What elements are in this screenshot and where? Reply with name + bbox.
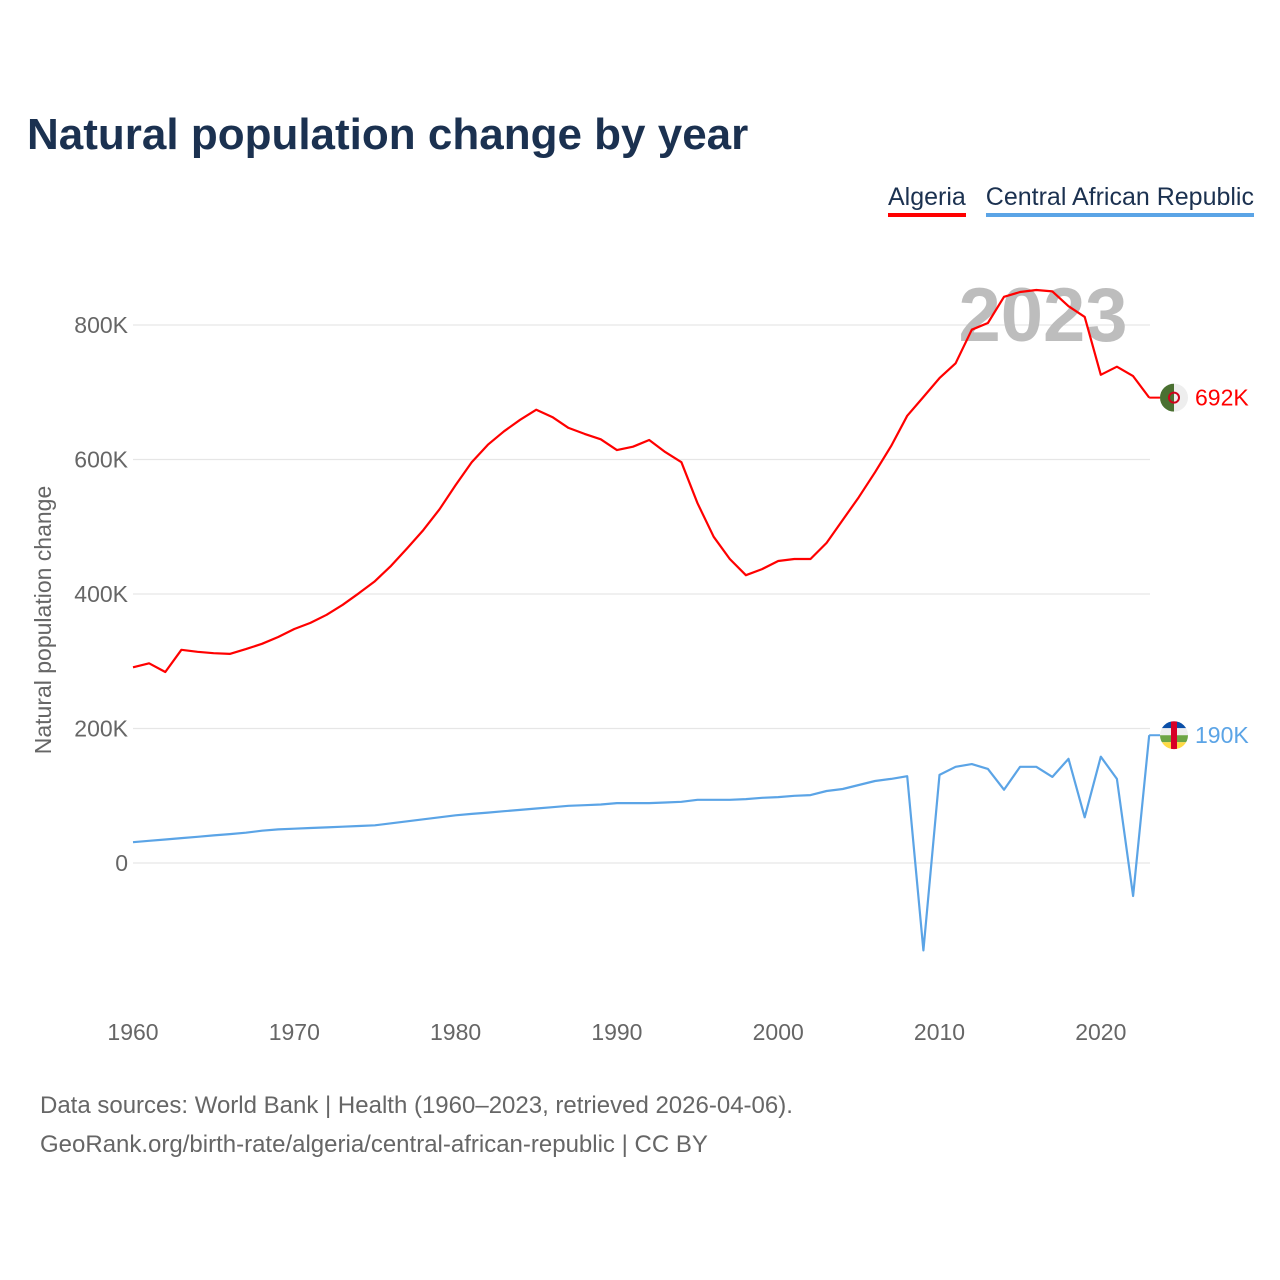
- source-url[interactable]: GeoRank.org/birth-rate/algeria/central-a…: [40, 1131, 708, 1158]
- legend-item-central-african-republic[interactable]: Central African Republic: [985, 183, 1254, 217]
- x-tick-label: 2010: [914, 1019, 965, 1045]
- x-tick-label: 2000: [753, 1019, 804, 1045]
- y-axis-label: Natural population change: [30, 486, 56, 755]
- series-line-algeria[interactable]: [132, 288, 1151, 674]
- series-line-central-african-republic[interactable]: [132, 735, 1151, 952]
- year-watermark: 2023: [958, 273, 1127, 358]
- x-tick-label: 1970: [269, 1019, 320, 1045]
- end-value-label: 692K: [1195, 385, 1249, 411]
- legend-item-algeria[interactable]: Algeria: [887, 183, 966, 217]
- central-african-republic-flag-icon: [1160, 721, 1188, 750]
- chart-title: Natural population change by year: [27, 110, 749, 159]
- x-tick-label: 1980: [430, 1019, 481, 1045]
- x-tick-label: 1960: [107, 1019, 158, 1045]
- legend: Algeria Central African Republic: [887, 183, 1254, 217]
- y-tick-label: 200K: [74, 716, 128, 742]
- y-tick-label: 600K: [74, 447, 128, 473]
- footer: Data sources: World Bank | Health (1960–…: [40, 1086, 793, 1164]
- source-text: Data sources: World Bank | Health (1960–…: [40, 1092, 793, 1119]
- y-tick-label: 0: [115, 850, 128, 876]
- y-tick-label: 800K: [74, 312, 128, 338]
- x-tick-label: 1990: [591, 1019, 642, 1045]
- algeria-flag-icon: [1160, 383, 1188, 412]
- x-tick-label: 2020: [1075, 1019, 1126, 1045]
- end-value-label: 190K: [1195, 722, 1249, 748]
- y-tick-label: 400K: [74, 581, 128, 607]
